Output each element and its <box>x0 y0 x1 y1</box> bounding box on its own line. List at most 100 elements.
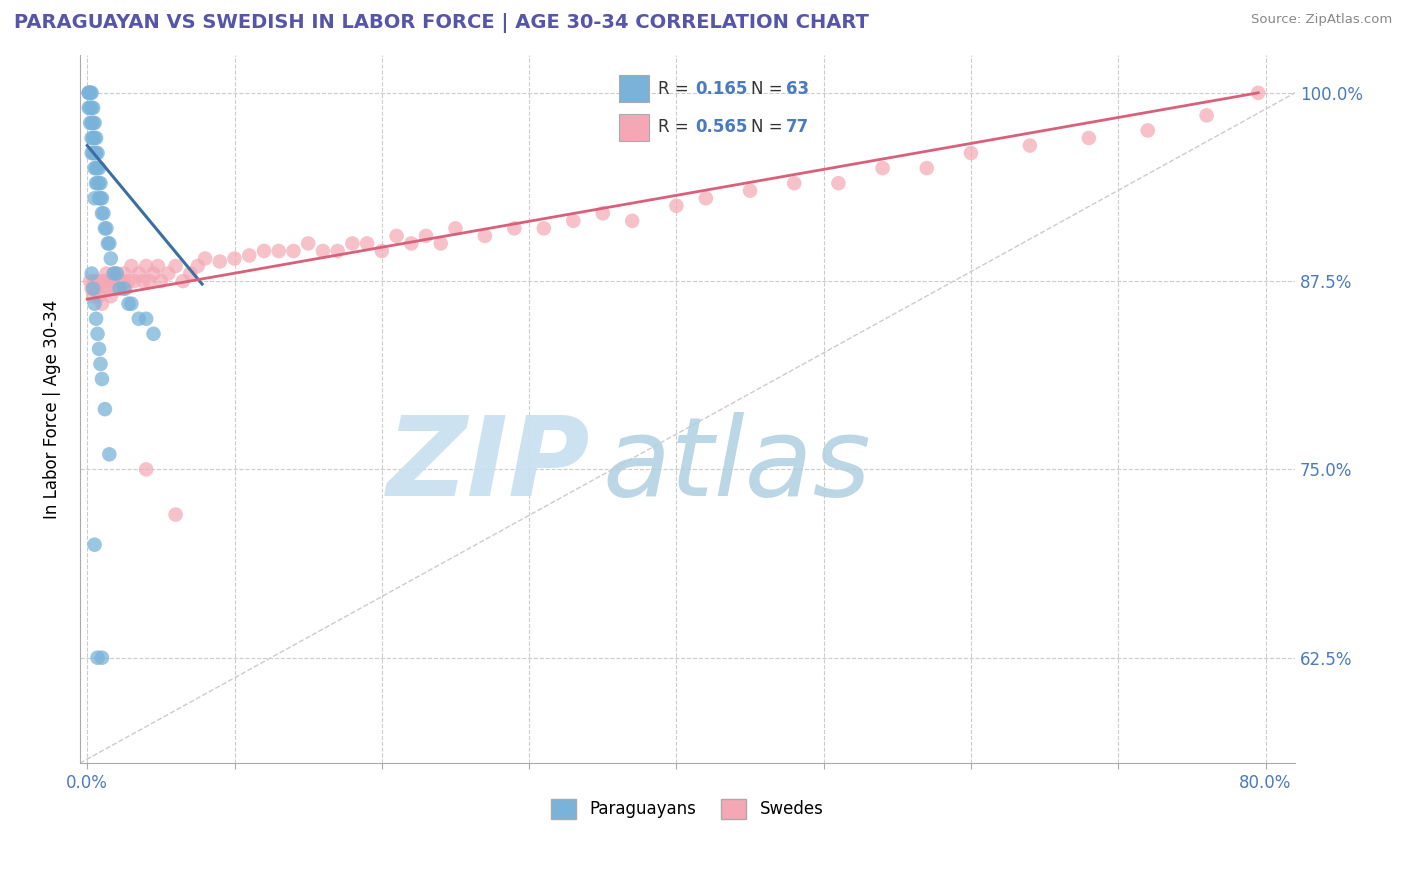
Point <box>326 244 349 258</box>
Point <box>738 184 761 198</box>
Point <box>960 146 983 161</box>
Bar <box>619 113 648 142</box>
Point <box>503 221 526 235</box>
Text: atlas: atlas <box>602 412 870 519</box>
Point <box>312 244 335 258</box>
Point <box>96 267 118 281</box>
Point <box>415 228 437 243</box>
Point <box>224 252 246 266</box>
Text: R =: R = <box>658 119 695 136</box>
Point <box>238 248 260 262</box>
Text: PARAGUAYAN VS SWEDISH IN LABOR FORCE | AGE 30-34 CORRELATION CHART: PARAGUAYAN VS SWEDISH IN LABOR FORCE | A… <box>14 13 869 33</box>
Point <box>87 161 110 175</box>
Point <box>83 191 105 205</box>
Point <box>253 244 276 258</box>
Point <box>101 274 124 288</box>
Point <box>79 86 101 100</box>
Point <box>77 101 100 115</box>
Point <box>82 131 104 145</box>
Point <box>98 236 121 251</box>
Point <box>120 259 142 273</box>
Point <box>100 252 122 266</box>
Point <box>105 267 128 281</box>
Point <box>1019 138 1042 153</box>
Point <box>91 274 114 288</box>
Point <box>385 228 408 243</box>
Point <box>83 146 105 161</box>
Point <box>297 236 319 251</box>
Point <box>82 146 104 161</box>
Point <box>80 116 103 130</box>
Point <box>87 191 110 205</box>
Point <box>429 236 451 251</box>
Point <box>135 462 157 476</box>
Point <box>89 191 111 205</box>
Text: 77: 77 <box>786 119 808 136</box>
Point <box>83 116 105 130</box>
Y-axis label: In Labor Force | Age 30-34: In Labor Force | Age 30-34 <box>44 300 60 519</box>
Point <box>98 447 121 461</box>
Point <box>401 236 423 251</box>
Text: 63: 63 <box>786 79 808 97</box>
Point <box>91 206 114 220</box>
Point <box>1136 123 1159 137</box>
Point <box>79 274 101 288</box>
Point <box>93 206 115 220</box>
Point <box>80 86 103 100</box>
Point <box>128 267 150 281</box>
Point <box>103 267 125 281</box>
Point <box>103 267 125 281</box>
Point <box>86 161 108 175</box>
Point <box>91 191 114 205</box>
Point <box>89 282 111 296</box>
Point <box>1247 86 1270 100</box>
Point <box>138 274 160 288</box>
Text: 0.165: 0.165 <box>695 79 748 97</box>
Point <box>84 161 107 175</box>
Point <box>165 259 187 273</box>
Point <box>89 357 111 371</box>
Point <box>165 508 187 522</box>
Text: N =: N = <box>751 119 787 136</box>
Point <box>342 236 364 251</box>
Point <box>1195 108 1218 122</box>
Point <box>562 214 585 228</box>
Point <box>114 282 136 296</box>
Point <box>84 311 107 326</box>
Point <box>111 274 134 288</box>
Point <box>621 214 644 228</box>
Point <box>91 650 114 665</box>
Point <box>91 372 114 386</box>
Point <box>108 274 131 288</box>
Point <box>83 131 105 145</box>
Text: ZIP: ZIP <box>387 412 591 519</box>
Point <box>80 146 103 161</box>
Point <box>187 259 209 273</box>
Point <box>474 228 496 243</box>
Point <box>84 146 107 161</box>
Point <box>83 538 105 552</box>
Point <box>79 116 101 130</box>
Point <box>267 244 290 258</box>
Point <box>117 274 139 288</box>
Point <box>79 101 101 115</box>
Text: N =: N = <box>751 79 787 97</box>
Point <box>146 259 169 273</box>
Point <box>112 267 135 281</box>
Point <box>86 650 108 665</box>
Legend: Paraguayans, Swedes: Paraguayans, Swedes <box>544 792 831 826</box>
Point <box>172 274 194 288</box>
Point <box>872 161 894 175</box>
Point <box>120 296 142 310</box>
Point <box>135 259 157 273</box>
Point <box>84 176 107 190</box>
Point <box>97 282 120 296</box>
Point <box>89 176 111 190</box>
Point <box>194 252 217 266</box>
Point <box>105 267 128 281</box>
Point <box>132 274 155 288</box>
Point <box>77 86 100 100</box>
Point <box>179 267 201 281</box>
Point <box>94 274 117 288</box>
Point <box>112 282 135 296</box>
